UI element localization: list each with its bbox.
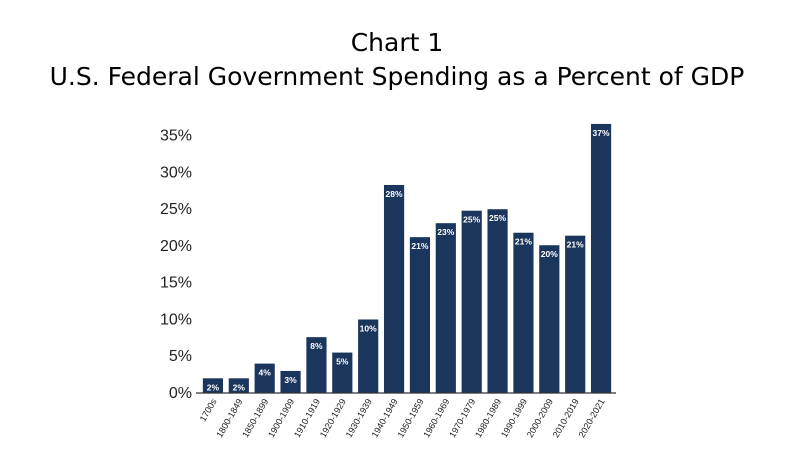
data-label: 21% — [515, 237, 532, 247]
bar — [202, 378, 224, 393]
y-tick-label: 35% — [160, 128, 192, 145]
bar — [254, 363, 275, 393]
data-label: 37% — [593, 128, 610, 138]
y-tick-label: 5% — [169, 348, 192, 365]
data-label: 23% — [437, 227, 454, 237]
y-tick-label: 15% — [160, 275, 192, 292]
data-label: 10% — [360, 323, 377, 333]
data-label: 21% — [567, 240, 584, 250]
y-tick-label: 25% — [160, 201, 192, 218]
data-label: 20% — [541, 249, 558, 259]
bar — [590, 123, 612, 393]
y-tick-label: 0% — [169, 385, 192, 402]
data-label: 2% — [233, 382, 246, 392]
bar — [565, 235, 586, 393]
data-label: 5% — [336, 357, 349, 367]
bar — [435, 223, 456, 393]
bar — [306, 337, 327, 393]
chart-title-block: Chart 1 U.S. Federal Government Spending… — [0, 26, 794, 94]
bar — [487, 209, 508, 393]
data-label: 21% — [411, 241, 428, 251]
bar — [332, 352, 353, 393]
bar — [358, 319, 379, 393]
data-label: 28% — [386, 189, 403, 199]
bar — [228, 378, 249, 393]
y-tick-label: 30% — [160, 164, 192, 181]
data-label: 4% — [259, 368, 272, 378]
bar — [513, 232, 534, 393]
y-tick-label: 10% — [160, 311, 192, 328]
data-label: 3% — [284, 375, 297, 385]
data-label: 25% — [489, 213, 506, 223]
bar — [539, 245, 560, 393]
bar — [409, 237, 431, 393]
data-label: 25% — [463, 215, 480, 225]
bar — [461, 210, 482, 393]
data-label: 2% — [207, 382, 220, 392]
bar — [383, 184, 405, 393]
data-label: 8% — [310, 341, 323, 351]
chart-subtitle: U.S. Federal Government Spending as a Pe… — [49, 62, 745, 91]
chart-title: Chart 1 — [350, 28, 444, 57]
y-tick-label: 20% — [160, 238, 192, 255]
x-tick-label: 1700s — [198, 397, 219, 424]
x-tick-label: 2020-2021 — [577, 397, 607, 439]
bar — [280, 370, 301, 393]
